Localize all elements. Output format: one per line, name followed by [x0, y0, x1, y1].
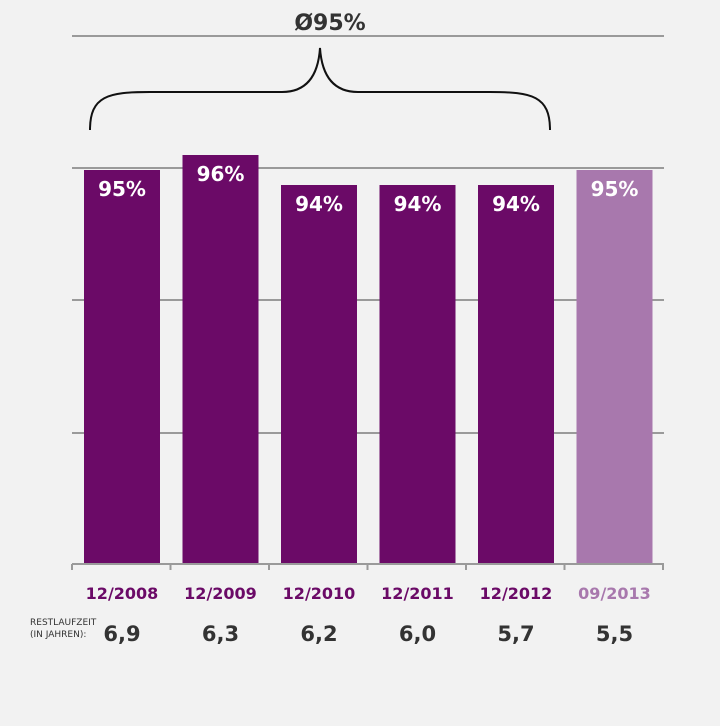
remaining-term-value: 6,9	[103, 622, 140, 646]
bar-12-2010	[281, 185, 357, 564]
bar-value-label: 95%	[98, 177, 146, 201]
axis-ticks	[71, 564, 664, 570]
bar-12-2008	[84, 170, 160, 564]
bar-12-2011	[379, 185, 456, 564]
category-label: 12/2008	[86, 584, 159, 603]
bar-value-label: 94%	[295, 192, 343, 216]
bar-12-2012	[478, 185, 554, 564]
bar-value-label: 94%	[394, 192, 442, 216]
category-label: 12/2009	[184, 584, 257, 603]
average-brace	[89, 47, 551, 131]
bar-value-label: 96%	[197, 162, 245, 186]
remaining-term-label-line2: (IN JAHREN):	[30, 630, 86, 640]
category-label: 09/2013	[578, 584, 651, 603]
category-labels: 12/2008 12/2009 12/2010 12/2011 12/2012 09/20…	[86, 584, 651, 603]
remaining-term-label-line1: RESTLAUFZEIT	[30, 618, 97, 628]
category-label: 12/2010	[283, 584, 356, 603]
remaining-term-value: 6,3	[202, 622, 239, 646]
remaining-term-value: 6,0	[399, 622, 436, 646]
remaining-term-value: 6,2	[300, 622, 337, 646]
remaining-term-values: 6,9 6,3 6,2 6,0 5,7 5,5	[103, 622, 633, 646]
category-label: 12/2012	[480, 584, 553, 603]
bars-group: 95% 96% 94% 94% 94% 95%	[84, 155, 653, 564]
bar-12-2009	[182, 155, 259, 564]
average-label: Ø95%	[294, 11, 365, 36]
bar-09-2013	[576, 170, 653, 564]
bar-value-label: 94%	[492, 192, 540, 216]
bar-value-label: 95%	[591, 177, 639, 201]
remaining-term-value: 5,5	[596, 622, 633, 646]
category-label: 12/2011	[381, 584, 454, 603]
remaining-term-value: 5,7	[497, 622, 534, 646]
